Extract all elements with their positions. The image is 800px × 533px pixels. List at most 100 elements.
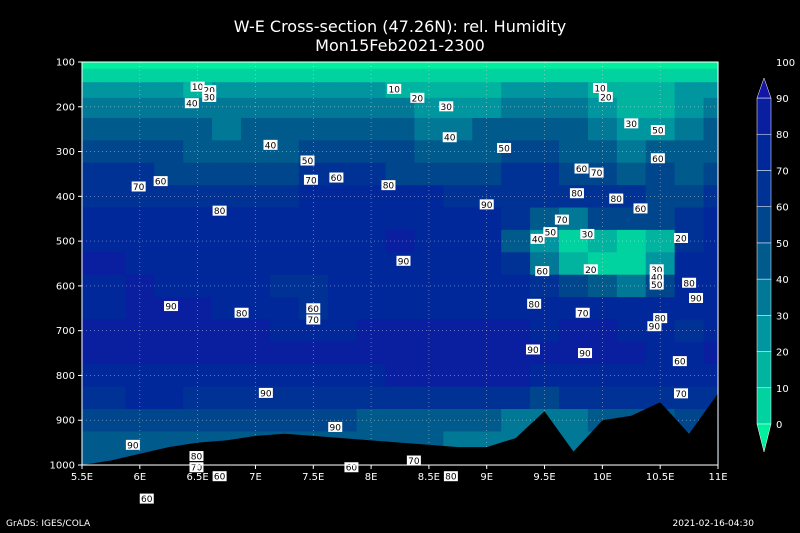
rh-cell <box>327 319 358 343</box>
contour-label-box <box>653 313 668 324</box>
rh-cell <box>212 162 242 186</box>
rh-cell <box>385 341 416 365</box>
colorbar-label: 70 <box>776 166 789 177</box>
rh-cell <box>269 62 300 70</box>
rh-cell <box>703 185 719 209</box>
rh-cell <box>472 68 502 83</box>
rh-cell <box>703 62 719 70</box>
rh-cell <box>327 386 358 410</box>
rh-cell <box>183 409 213 433</box>
rh-cell <box>96 229 126 253</box>
contour-label-box <box>583 264 598 275</box>
y-tick-label: 900 <box>56 416 75 427</box>
contour-label: 90 <box>690 294 702 304</box>
contour-label-box <box>234 307 249 318</box>
rh-cell <box>356 62 387 70</box>
contour-label: 70 <box>133 183 145 193</box>
contour-label-box <box>649 279 664 290</box>
rh-cell <box>82 364 98 388</box>
contour-label: 70 <box>675 390 687 400</box>
rh-cell <box>212 97 242 119</box>
rh-cell <box>616 274 647 298</box>
contour-label: 30 <box>441 103 453 113</box>
rh-cell <box>616 229 647 253</box>
contour-label: 30 <box>626 120 638 130</box>
contour-label: 20 <box>600 93 612 103</box>
x-tick-label: 6.5E <box>187 472 209 483</box>
rh-cell <box>82 140 98 164</box>
rh-cell <box>96 252 126 276</box>
rh-cell <box>356 185 387 209</box>
rh-cell <box>501 97 531 119</box>
rh-cell <box>183 229 213 253</box>
contour-label-box <box>306 303 321 314</box>
colorbar-segment <box>756 206 772 244</box>
rh-cell <box>269 68 300 83</box>
y-tick-label: 700 <box>56 326 75 337</box>
rh-cell <box>530 185 560 209</box>
contour-label: 70 <box>591 169 603 179</box>
rh-cell <box>414 297 444 321</box>
rh-cell <box>154 62 184 70</box>
rh-cell <box>96 62 126 70</box>
rh-cell <box>443 162 473 186</box>
rh-cell <box>298 229 329 253</box>
rh-cell <box>443 274 473 298</box>
contour-label: 30 <box>651 266 663 276</box>
rh-cell <box>530 97 560 119</box>
rh-cell <box>96 319 126 343</box>
rh-cell <box>501 252 531 276</box>
rh-cell <box>385 229 416 253</box>
rh-cell <box>327 68 358 83</box>
contour-label-box <box>633 203 648 214</box>
rh-cell <box>82 386 98 410</box>
contour-label-box <box>479 199 494 210</box>
contour-label: 90 <box>649 323 661 333</box>
rh-cell <box>212 68 242 83</box>
rh-cell <box>154 229 184 253</box>
contour-label: 60 <box>346 464 358 474</box>
rh-cell <box>298 252 329 276</box>
rh-cell <box>587 207 618 231</box>
rh-cell <box>616 140 647 164</box>
rh-cell <box>298 62 329 70</box>
rh-cell <box>443 68 473 83</box>
rh-cell <box>125 62 155 70</box>
x-tick-label: 9.5E <box>533 472 555 483</box>
rh-cell <box>356 140 387 164</box>
rh-cell <box>674 207 705 231</box>
contour-label-box <box>442 132 457 143</box>
rh-cell <box>82 162 98 186</box>
x-tick-label: 10E <box>593 472 612 483</box>
rh-cell <box>414 97 444 119</box>
rh-cell <box>587 297 618 321</box>
rh-cell <box>183 252 213 276</box>
rh-cell <box>183 185 213 209</box>
contour-label-box <box>580 228 595 239</box>
y-tick-label: 1000 <box>50 461 75 472</box>
contour-label-box <box>624 118 639 129</box>
rh-cell <box>385 97 416 119</box>
contour-label-box <box>647 321 662 332</box>
colorbar-label: 20 <box>776 348 789 359</box>
rh-cell <box>616 62 647 70</box>
rh-cell <box>241 229 271 253</box>
rh-cell <box>385 207 416 231</box>
rh-cell <box>472 274 502 298</box>
rh-cell <box>472 386 502 410</box>
rh-cell <box>501 162 531 186</box>
rh-cell <box>645 341 676 365</box>
rh-cell <box>674 252 705 276</box>
rh-cell <box>443 82 473 99</box>
colorbar-label: 100 <box>776 58 795 69</box>
colorbar-min-arrow <box>756 423 772 453</box>
contour-label: 50 <box>302 157 314 167</box>
x-tick-label: 7.5E <box>302 472 324 483</box>
rh-cell <box>183 62 213 70</box>
rh-cell <box>616 185 647 209</box>
rh-cell <box>616 364 647 388</box>
contour-label-box <box>125 439 140 450</box>
rh-cell <box>559 207 589 231</box>
contour-label: 90 <box>127 441 139 451</box>
